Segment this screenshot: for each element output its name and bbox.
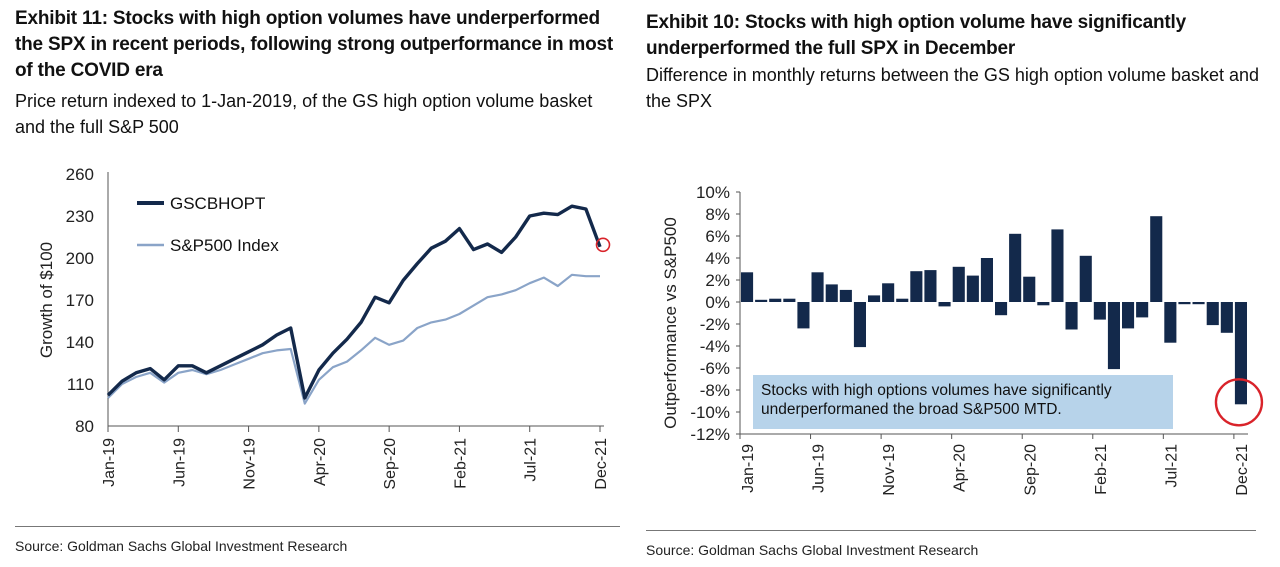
legend-label: S&P500 Index [170,236,279,255]
callout-box: Stocks with high options volumes have si… [753,375,1173,429]
y-tick-label: 230 [66,207,94,226]
y-tick-label: 0% [705,293,730,312]
y-tick-label: 6% [705,227,730,246]
bar-Feb-19 [755,299,768,302]
y-axis-label: Outperformance vs S&P500 [661,217,680,429]
bar-Mar-20 [938,302,951,307]
y-tick-label: 170 [66,291,94,310]
y-tick-label: 2% [705,271,730,290]
bar-Jul-19 [825,284,838,302]
x-tick-label: Jun-19 [171,438,188,487]
x-tick-label: Sep-20 [1022,444,1039,496]
bar-Jan-21 [1079,255,1092,302]
y-tick-label: -6% [700,359,730,378]
bar-Nov-20 [1051,229,1064,302]
y-tick-label: -8% [700,381,730,400]
bar-Jul-21 [1164,302,1177,343]
x-tick-label: Nov-19 [881,444,898,496]
bar-Nov-19 [882,283,895,302]
bar-Dec-21 [1234,302,1247,405]
bar-Sep-19 [853,302,866,348]
line-chart: 80 110 140 170 200 230 260 Growth of $100 Jan-19… [37,165,611,490]
bar-Aug-19 [839,289,852,302]
exhibit-11-source-divider [15,526,620,527]
bar-Jun-21 [1150,216,1163,302]
y-tick-label: -2% [700,315,730,334]
y-tick-label: -10% [690,403,730,422]
bar-Jan-19 [741,272,754,302]
bar-Jun-20 [980,258,993,302]
bar-Dec-20 [1065,302,1078,330]
bar-Mar-21 [1107,302,1120,370]
x-tick-label: Jul-21 [523,438,540,482]
bar-May-21 [1136,302,1149,318]
bar-chart: 10% 8% 6% 4% 2% 0% -2% -4% -6% -8% -10% -12% Outperf… [661,183,1264,496]
y-tick-label: 140 [66,333,94,352]
x-tick-label: Dec-21 [1234,444,1251,496]
y-axis-label: Growth of $100 [37,242,56,358]
bar-Feb-20 [924,270,937,302]
gscbhopt-line [106,204,602,400]
exhibit-10-subtitle: Difference in monthly returns between th… [646,65,1260,111]
bar-Feb-21 [1093,302,1106,320]
exhibit-11-subtitle: Price return indexed to 1-Jan-2019, of t… [15,91,593,137]
bar-Jan-20 [910,271,923,302]
bar-Oct-21 [1206,302,1219,326]
x-tick-label: Apr-20 [312,438,329,486]
exhibit-10-title: Exhibit 10: Stocks with high option volu… [646,12,1186,59]
highlight-circle [1214,378,1264,427]
x-tick-label: Sep-20 [382,438,399,490]
bar-Mar-19 [769,298,782,302]
spx-line [107,273,600,405]
x-tick-label: Jul-21 [1163,444,1180,488]
exhibit-11-title: Exhibit 11: Stocks with high option volu… [15,8,614,81]
bar-Jun-19 [811,272,824,302]
bar-May-20 [966,275,979,302]
x-tick-label: Jan-19 [740,444,757,493]
y-tick-label: 200 [66,249,94,268]
bar-May-19 [797,302,810,329]
x-tick-label: Dec-21 [593,438,610,490]
bar-Aug-21 [1178,302,1191,305]
y-tick-label: 4% [705,249,730,268]
y-tick-label: 260 [66,165,94,184]
bar-Apr-19 [783,298,796,302]
bar-Sep-20 [1023,276,1036,302]
bar-Nov-21 [1220,302,1233,333]
x-tick-label: Feb-21 [1093,444,1110,495]
y-tick-label: 8% [705,205,730,224]
y-tick-label: 10% [696,183,730,202]
y-tick-label: 80 [75,417,94,436]
x-tick-label: Nov-19 [242,438,259,490]
bar-Oct-19 [868,295,881,302]
exhibit-11-panel: Exhibit 11: Stocks with high option volu… [0,0,630,567]
bar-Sep-21 [1192,302,1205,305]
bar-Aug-20 [1009,233,1022,302]
y-tick-label: -12% [690,425,730,444]
x-tick-label: Jun-19 [811,444,828,493]
x-tick-label: Feb-21 [452,438,469,489]
bar-Jul-20 [995,302,1008,316]
bar-Apr-21 [1122,302,1135,329]
bar-Dec-19 [896,298,909,302]
bar-Oct-20 [1037,302,1050,306]
x-tick-label: Jan-19 [101,438,118,487]
exhibit-10-source-divider [646,530,1256,531]
legend-label: GSCBHOPT [170,194,265,213]
y-tick-label: 110 [67,375,94,394]
y-tick-label: -4% [700,337,730,356]
exhibit-10-panel: Exhibit 10: Stocks with high option volu… [640,0,1280,567]
highlight-circle [595,237,611,253]
exhibit-10-source: Source: Goldman Sachs Global Investment … [646,542,979,558]
exhibit-11-source: Source: Goldman Sachs Global Investment … [15,538,348,554]
x-tick-label: Apr-20 [952,444,969,492]
bar-Apr-20 [952,266,965,302]
